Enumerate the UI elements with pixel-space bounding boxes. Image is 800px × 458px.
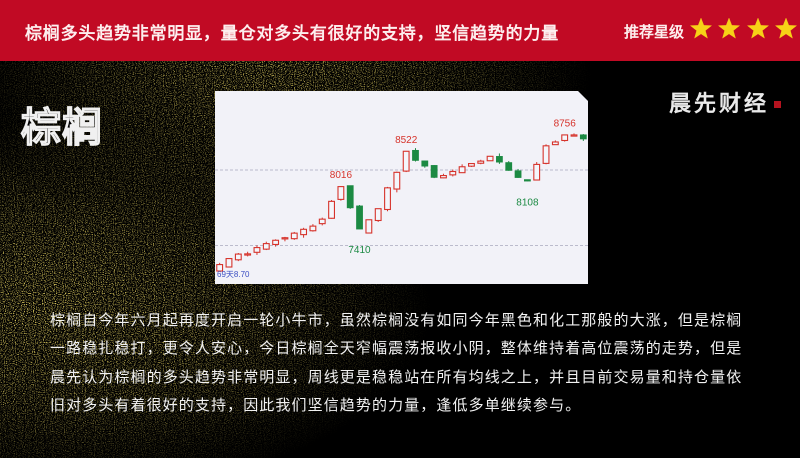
svg-text:69天8.70: 69天8.70 [217, 270, 250, 279]
svg-text:8522: 8522 [395, 135, 418, 146]
svg-text:7410: 7410 [348, 245, 371, 256]
svg-text:8016: 8016 [330, 170, 353, 181]
svg-text:8108: 8108 [516, 197, 539, 208]
svg-text:8756: 8756 [554, 119, 577, 130]
